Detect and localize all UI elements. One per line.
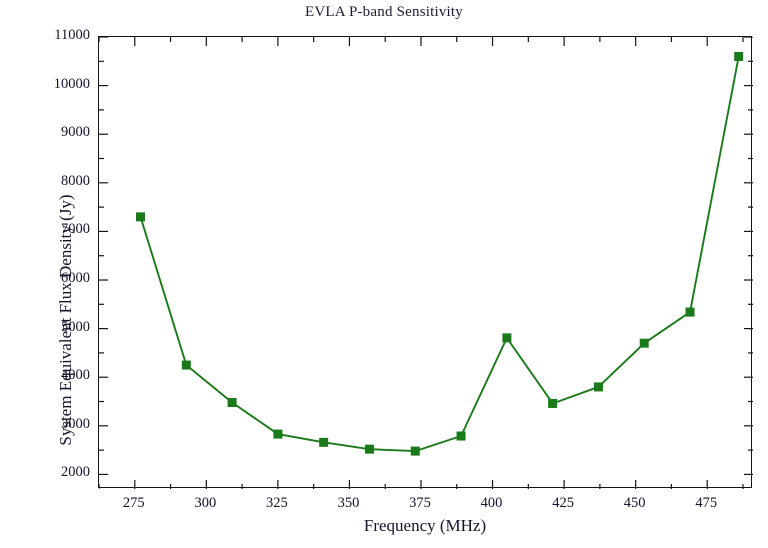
y-axis-title: System Equivalent Flux Density (Jy) [56, 194, 75, 446]
y-tick-label: 8000 [61, 172, 90, 189]
x-tick-label: 450 [623, 495, 646, 511]
y-axis-title-wrap: System Equivalent Flux Density (Jy) [18, 48, 75, 468]
y-tick-label: 9000 [61, 124, 90, 141]
x-axis-title: Frequency (MHz) [363, 516, 487, 535]
series-line-0 [139, 55, 740, 453]
y-tick-label: 10000 [53, 75, 90, 92]
plot-area [98, 36, 753, 489]
x-tick-label: 325 [266, 495, 288, 511]
data-point-marker [593, 382, 603, 392]
data-point-marker [410, 446, 420, 456]
data-point-marker [685, 307, 695, 317]
data-point-marker [734, 51, 744, 61]
y-tick-label: 3000 [61, 415, 90, 432]
x-tick-label: 425 [552, 495, 574, 511]
y-tick-label: 5000 [61, 318, 90, 335]
data-point-marker [273, 429, 283, 439]
data-point-marker [456, 431, 466, 441]
y-tick-label: 2000 [61, 464, 90, 481]
chart-title: EVLA P-band Sensitivity [305, 4, 463, 20]
data-point-marker [227, 397, 237, 407]
y-tick-label: 11000 [54, 27, 90, 43]
data-point-marker [548, 398, 558, 408]
y-tick-label: 6000 [61, 270, 90, 286]
y-tick-label: 7000 [61, 221, 90, 238]
y-tick-label: 4000 [61, 367, 90, 384]
data-point-marker [135, 212, 145, 222]
x-tick-label: 300 [194, 495, 217, 511]
data-point-marker [364, 444, 374, 454]
data-point-marker [319, 437, 329, 447]
plot-svg [99, 37, 753, 489]
x-tick-label: 375 [409, 495, 431, 511]
data-point-marker [502, 333, 512, 343]
x-tick-label: 475 [695, 495, 718, 511]
x-tick-label: 275 [122, 495, 145, 511]
data-point-marker [181, 360, 191, 370]
data-point-marker [639, 338, 649, 348]
x-tick-label: 350 [337, 495, 360, 511]
x-tick-label: 400 [480, 495, 503, 511]
